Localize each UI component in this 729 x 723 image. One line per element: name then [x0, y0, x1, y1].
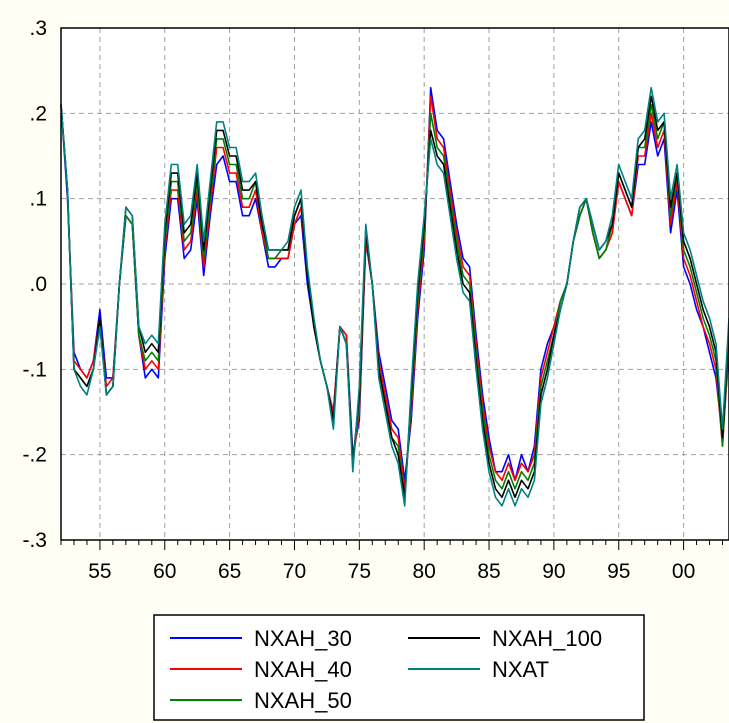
x-tick-label: 90 — [542, 560, 565, 583]
legend-label: NXAH_40 — [254, 657, 352, 682]
y-tick-label: .2 — [29, 102, 47, 125]
y-tick-label: .3 — [29, 17, 47, 40]
axis-ticks — [60, 540, 724, 550]
legend-box — [153, 614, 645, 721]
y-tick-label: -.3 — [22, 529, 47, 552]
series-lines — [60, 86, 729, 507]
legend-label: NXAT — [492, 657, 549, 682]
series-line-nxah-40 — [60, 95, 729, 490]
series-line-nxah-100 — [60, 95, 729, 499]
plot-frame — [60, 27, 729, 541]
x-tick-label: 65 — [218, 560, 241, 583]
legend-label: NXAH_100 — [492, 626, 602, 651]
legend-label: NXAH_30 — [254, 626, 352, 651]
x-tick-label: 80 — [413, 560, 436, 583]
x-tick-label: 95 — [607, 560, 630, 583]
tick-labels: 55 60 65 70 75 80 85 90 95 00 .3 .2 .1 .0 -.1 -.2 -.3 — [22, 17, 695, 583]
x-tick-label: 55 — [88, 560, 111, 583]
x-tick-label: 75 — [348, 560, 371, 583]
series-line-nxat — [60, 86, 729, 507]
x-tick-label: 85 — [477, 560, 500, 583]
y-tick-label: -.2 — [22, 444, 47, 467]
legend: NXAH_30 NXAH_40 NXAH_50 NXAH_100 NXAT — [153, 614, 645, 721]
x-tick-label: 60 — [153, 560, 176, 583]
y-tick-label: .0 — [29, 273, 47, 296]
legend-label: NXAH_50 — [254, 688, 352, 713]
x-tick-label: 70 — [283, 560, 306, 583]
y-tick-label: -.1 — [22, 358, 47, 381]
x-tick-label: 00 — [672, 560, 695, 583]
y-tick-label: .1 — [29, 188, 47, 211]
